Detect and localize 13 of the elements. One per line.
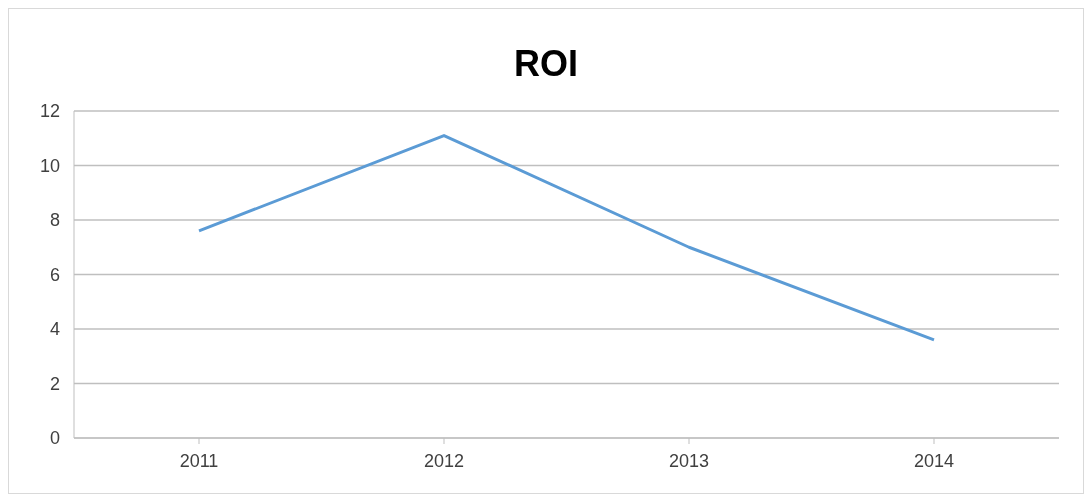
y-tick-label: 8	[49, 210, 60, 231]
y-tick-label: 10	[39, 155, 60, 176]
line-series	[197, 134, 936, 342]
x-tick-label: 2013	[668, 450, 710, 471]
y-tick-label: 2	[49, 373, 60, 394]
x-tick-label: 2011	[179, 450, 219, 471]
y-tick-label: 12	[39, 101, 60, 122]
x-tick-label: 2012	[423, 450, 465, 471]
y-tick-label: 6	[49, 264, 60, 285]
y-tick-label: 0	[49, 428, 60, 449]
chart-title: ROI	[513, 43, 579, 86]
y-tick-label: 4	[49, 319, 60, 340]
x-tick-label: 2014	[913, 450, 955, 471]
